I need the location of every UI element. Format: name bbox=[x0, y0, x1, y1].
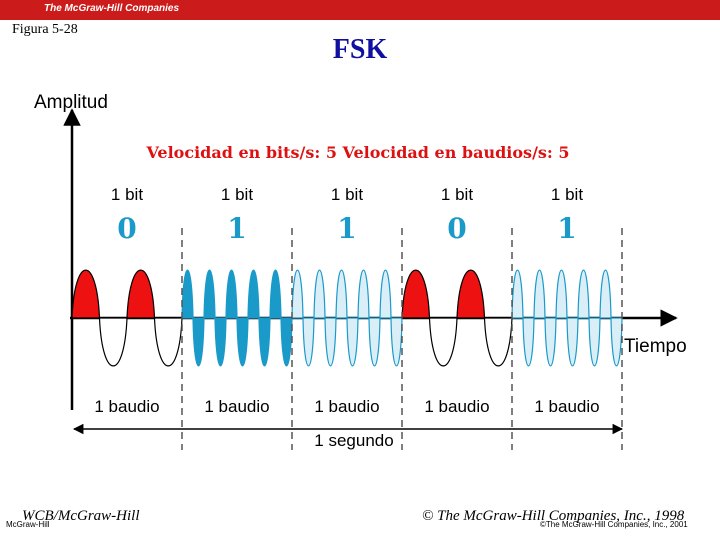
wave-lobe bbox=[181, 269, 194, 319]
wave-lobe bbox=[153, 317, 183, 367]
wave-lobe bbox=[291, 269, 304, 319]
bit-value: 0 bbox=[117, 212, 136, 245]
bit-label: 1 bit bbox=[111, 185, 143, 204]
wave-lobe bbox=[599, 269, 612, 319]
bit-value: 1 bbox=[557, 212, 576, 245]
wave-lobe bbox=[483, 317, 513, 367]
rate-label: Velocidad en bits/s: 5 Velocidad en baud… bbox=[145, 143, 569, 162]
wave-lobe bbox=[225, 269, 238, 319]
wave-lobe bbox=[313, 269, 326, 319]
baud-label: 1 baudio bbox=[534, 397, 599, 416]
baud-label: 1 baudio bbox=[424, 397, 489, 416]
wave-lobe bbox=[401, 269, 431, 319]
bit-label: 1 bit bbox=[221, 185, 253, 204]
amplitude-label: Amplitud bbox=[34, 92, 108, 113]
publisher-logo: The McGraw-Hill Companies bbox=[44, 3, 180, 14]
top-banner: The McGraw-Hill Companies bbox=[0, 0, 720, 20]
footer-publisher: WCB/McGraw-Hill bbox=[22, 508, 140, 524]
wave-lobe bbox=[214, 317, 227, 367]
page-title: FSK bbox=[332, 34, 388, 65]
baud-label: 1 baudio bbox=[204, 397, 269, 416]
figure-label: Figura 5-28 bbox=[12, 22, 78, 37]
wave-lobe bbox=[258, 317, 271, 367]
wave-lobe bbox=[280, 317, 293, 367]
wave-lobe bbox=[522, 317, 535, 367]
bit-label: 1 bit bbox=[441, 185, 473, 204]
wave-lobe bbox=[566, 317, 579, 367]
wave-lobe bbox=[588, 317, 601, 367]
wave-lobe bbox=[335, 269, 348, 319]
wave-lobe bbox=[203, 269, 216, 319]
wave-lobe bbox=[379, 269, 392, 319]
wave-lobe bbox=[428, 317, 458, 367]
second-label: 1 segundo bbox=[314, 431, 393, 450]
wave-lobe bbox=[269, 269, 282, 319]
wave-lobe bbox=[98, 317, 128, 367]
bit-dividers bbox=[181, 228, 623, 450]
wave-lobe bbox=[544, 317, 557, 367]
waveform-group bbox=[71, 269, 623, 367]
wave-lobe bbox=[511, 269, 524, 319]
bit-value: 1 bbox=[337, 212, 356, 245]
bit-label: 1 bit bbox=[551, 185, 583, 204]
wave-lobe bbox=[357, 269, 370, 319]
fsk-diagram: Amplitud Tiempo Velocidad en bits/s: 5 V… bbox=[34, 92, 687, 450]
footer-copyright: © The McGraw-Hill Companies, Inc., 1998 bbox=[422, 508, 685, 524]
wave-lobe bbox=[610, 317, 623, 367]
wave-lobe bbox=[324, 317, 337, 367]
wave-lobe bbox=[555, 269, 568, 319]
bit-value: 0 bbox=[447, 212, 466, 245]
bit-labels: 1 bit 0 1 baudio 1 bit 1 1 baudio 1 bit 1 1 baud… bbox=[94, 185, 599, 416]
wave-lobe bbox=[236, 317, 249, 367]
wave-lobe bbox=[533, 269, 546, 319]
wave-lobe bbox=[71, 269, 101, 319]
bit-value: 1 bbox=[227, 212, 246, 245]
baud-label: 1 baudio bbox=[94, 397, 159, 416]
footer-publisher-small: McGraw-Hill bbox=[6, 520, 50, 529]
wave-lobe bbox=[302, 317, 315, 367]
bit-label: 1 bit bbox=[331, 185, 363, 204]
wave-lobe bbox=[192, 317, 205, 367]
wave-lobe bbox=[126, 269, 156, 319]
wave-lobe bbox=[247, 269, 260, 319]
wave-lobe bbox=[346, 317, 359, 367]
wave-lobe bbox=[390, 317, 403, 367]
wave-lobe bbox=[368, 317, 381, 367]
baud-label: 1 baudio bbox=[314, 397, 379, 416]
time-label: Tiempo bbox=[624, 336, 687, 357]
wave-lobe bbox=[456, 269, 486, 319]
footer-copyright-small: ©The McGraw-Hill Companies, Inc., 2001 bbox=[540, 520, 688, 529]
wave-lobe bbox=[577, 269, 590, 319]
